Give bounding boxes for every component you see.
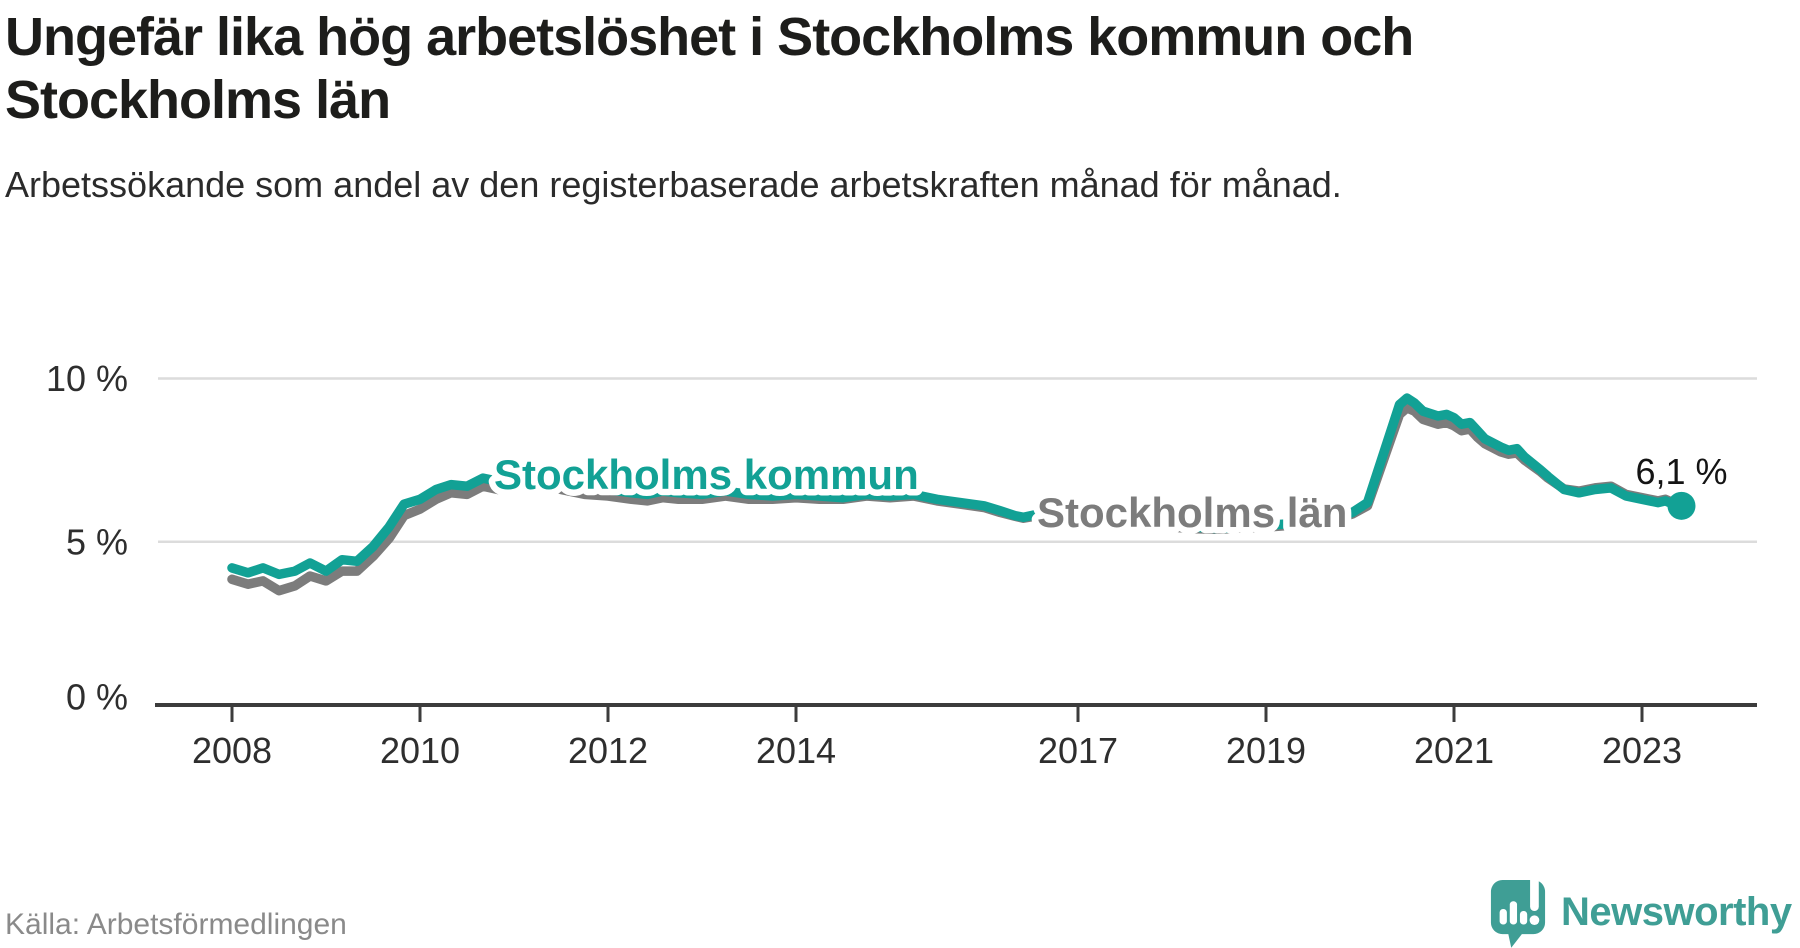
newsworthy-wordmark: Newsworthy (1561, 889, 1792, 934)
end-point-marker (1667, 491, 1696, 520)
x-tick-label-2017: 2017 (1038, 730, 1118, 771)
series-label-lan: Stockholms län (1037, 489, 1347, 536)
y-tick-label-0: 0 % (66, 677, 128, 718)
source-credit: Källa: Arbetsförmedlingen (5, 908, 347, 941)
page-title: Ungefär lika hög arbetslöshet i Stockhol… (5, 7, 1414, 131)
y-axis-labels: 10 % 5 % 0 % (46, 358, 128, 718)
x-tick-label-2010: 2010 (380, 730, 460, 771)
x-tick-label-2012: 2012 (568, 730, 648, 771)
x-tick-label-2021: 2021 (1414, 730, 1494, 771)
chart-subtitle: Arbetssökande som andel av den registerb… (5, 164, 1342, 205)
newsworthy-chart-bubble-icon (1490, 874, 1546, 948)
end-value-label: 6,1 % (1635, 451, 1727, 492)
gridlines (158, 377, 1757, 543)
x-tick-label-2023: 2023 (1602, 730, 1682, 771)
series-label-kommun: Stockholms kommun (494, 451, 919, 498)
x-tick-label-2019: 2019 (1226, 730, 1306, 771)
newsworthy-logo: Newsworthy (1489, 872, 1792, 948)
y-tick-label-5: 5 % (66, 521, 128, 562)
x-tick-label-2008: 2008 (192, 730, 272, 771)
series-line-stockholms-kommun (227, 393, 1687, 580)
y-tick-label-10: 10 % (46, 358, 128, 399)
series-lines (227, 393, 1687, 596)
x-tick-label-2014: 2014 (756, 730, 836, 771)
x-axis-ticks: 2008 2010 2012 2014 2017 2019 2021 2023 (192, 705, 1682, 771)
